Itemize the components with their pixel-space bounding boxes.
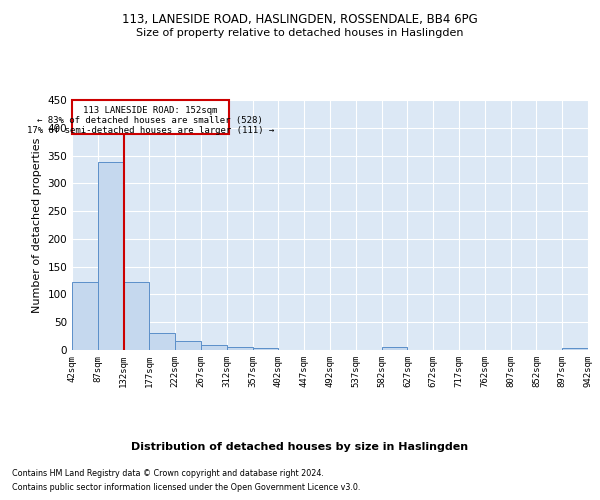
Text: Size of property relative to detached houses in Haslingden: Size of property relative to detached ho…: [136, 28, 464, 38]
Bar: [562, 348, 588, 350]
Bar: [382, 347, 407, 350]
Bar: [124, 282, 149, 350]
Bar: [253, 348, 278, 350]
Bar: [149, 334, 175, 350]
Bar: [175, 341, 201, 350]
Text: ← 83% of detached houses are smaller (528): ← 83% of detached houses are smaller (52…: [37, 116, 263, 125]
Text: 17% of semi-detached houses are larger (111) →: 17% of semi-detached houses are larger (…: [26, 126, 274, 135]
Bar: [201, 345, 227, 350]
Text: Contains public sector information licensed under the Open Government Licence v3: Contains public sector information licen…: [12, 484, 361, 492]
Text: 113 LANESIDE ROAD: 152sqm: 113 LANESIDE ROAD: 152sqm: [83, 106, 217, 116]
Text: Distribution of detached houses by size in Haslingden: Distribution of detached houses by size …: [131, 442, 469, 452]
Bar: [72, 282, 98, 350]
Text: Contains HM Land Registry data © Crown copyright and database right 2024.: Contains HM Land Registry data © Crown c…: [12, 468, 324, 477]
Bar: [98, 162, 124, 350]
FancyBboxPatch shape: [72, 100, 229, 134]
Bar: [227, 346, 253, 350]
Y-axis label: Number of detached properties: Number of detached properties: [32, 138, 42, 312]
Text: 113, LANESIDE ROAD, HASLINGDEN, ROSSENDALE, BB4 6PG: 113, LANESIDE ROAD, HASLINGDEN, ROSSENDA…: [122, 12, 478, 26]
